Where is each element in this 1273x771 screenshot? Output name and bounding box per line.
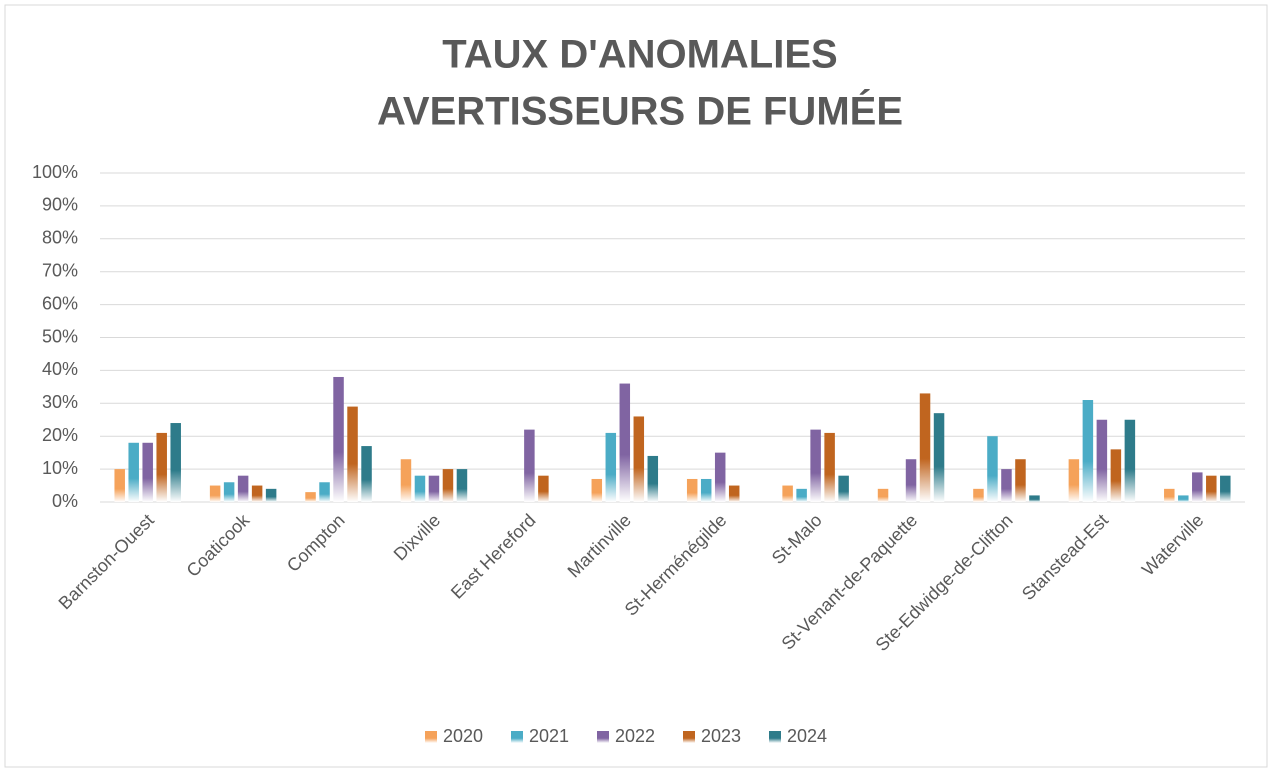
legend-label: 2024 xyxy=(787,726,827,746)
bar xyxy=(973,488,984,502)
y-tick-label: 0% xyxy=(52,491,78,511)
bar xyxy=(987,436,998,502)
legend-swatch xyxy=(597,731,609,743)
bar xyxy=(1001,469,1012,502)
y-tick-label: 90% xyxy=(42,195,78,215)
legend-label: 2021 xyxy=(529,726,569,746)
y-tick-label: 50% xyxy=(42,326,78,346)
y-tick-label: 70% xyxy=(42,260,78,280)
legend-label: 2020 xyxy=(443,726,483,746)
legend-label: 2022 xyxy=(615,726,655,746)
bar xyxy=(647,455,659,502)
bar xyxy=(170,423,181,502)
bar xyxy=(524,429,535,502)
chart-border xyxy=(4,4,1268,768)
bar xyxy=(919,393,931,502)
bar xyxy=(700,478,712,502)
bar xyxy=(237,475,249,502)
bar xyxy=(619,383,631,502)
bar xyxy=(1192,472,1203,502)
bar xyxy=(414,475,426,502)
bar xyxy=(1178,495,1189,502)
bar xyxy=(782,485,793,502)
bar xyxy=(1110,449,1122,502)
bar xyxy=(1029,495,1040,502)
y-tick-label: 20% xyxy=(42,425,78,445)
bar xyxy=(1124,419,1136,502)
bar xyxy=(319,482,330,502)
bar xyxy=(605,432,617,502)
bar xyxy=(714,452,726,502)
y-tick-label: 10% xyxy=(42,458,78,478)
bar xyxy=(347,406,358,502)
bar xyxy=(1164,488,1175,502)
bar xyxy=(361,446,372,502)
bar xyxy=(333,376,344,502)
bar xyxy=(456,469,468,502)
legend-swatch xyxy=(683,731,695,743)
bar xyxy=(305,492,316,502)
bar xyxy=(1206,475,1217,502)
bar xyxy=(905,459,917,502)
bar xyxy=(114,469,125,502)
bar xyxy=(251,485,263,502)
bar xyxy=(156,432,167,502)
y-tick-label: 30% xyxy=(42,392,78,412)
bar xyxy=(223,482,235,502)
bar xyxy=(1096,419,1108,502)
bar xyxy=(838,475,849,502)
y-tick-label: 100% xyxy=(32,162,78,182)
bar xyxy=(824,432,835,502)
bar xyxy=(209,485,221,502)
bar xyxy=(142,442,153,502)
bar xyxy=(591,478,603,502)
bar xyxy=(1068,459,1080,502)
bar xyxy=(442,469,454,502)
bar xyxy=(810,429,821,502)
bar xyxy=(265,488,277,502)
bar xyxy=(796,488,807,502)
bar xyxy=(1015,459,1026,502)
bar xyxy=(428,475,440,502)
bar xyxy=(128,442,139,502)
bar xyxy=(686,478,698,502)
bar xyxy=(1220,475,1231,502)
bar xyxy=(728,485,740,502)
bar xyxy=(1082,400,1094,502)
bar xyxy=(877,488,889,502)
legend-swatch xyxy=(425,731,437,743)
chart-title: AVERTISSEURS DE FUMÉE xyxy=(377,89,903,134)
bar xyxy=(933,413,945,502)
y-tick-label: 60% xyxy=(42,293,78,313)
legend-swatch xyxy=(511,731,523,743)
y-tick-label: 80% xyxy=(42,228,78,248)
legend-swatch xyxy=(769,731,781,743)
y-tick-label: 40% xyxy=(42,359,78,379)
bar xyxy=(400,459,412,502)
chart-title: TAUX D'ANOMALIES xyxy=(442,33,837,77)
bar xyxy=(538,475,549,502)
bar xyxy=(633,416,645,502)
legend-label: 2023 xyxy=(701,726,741,746)
